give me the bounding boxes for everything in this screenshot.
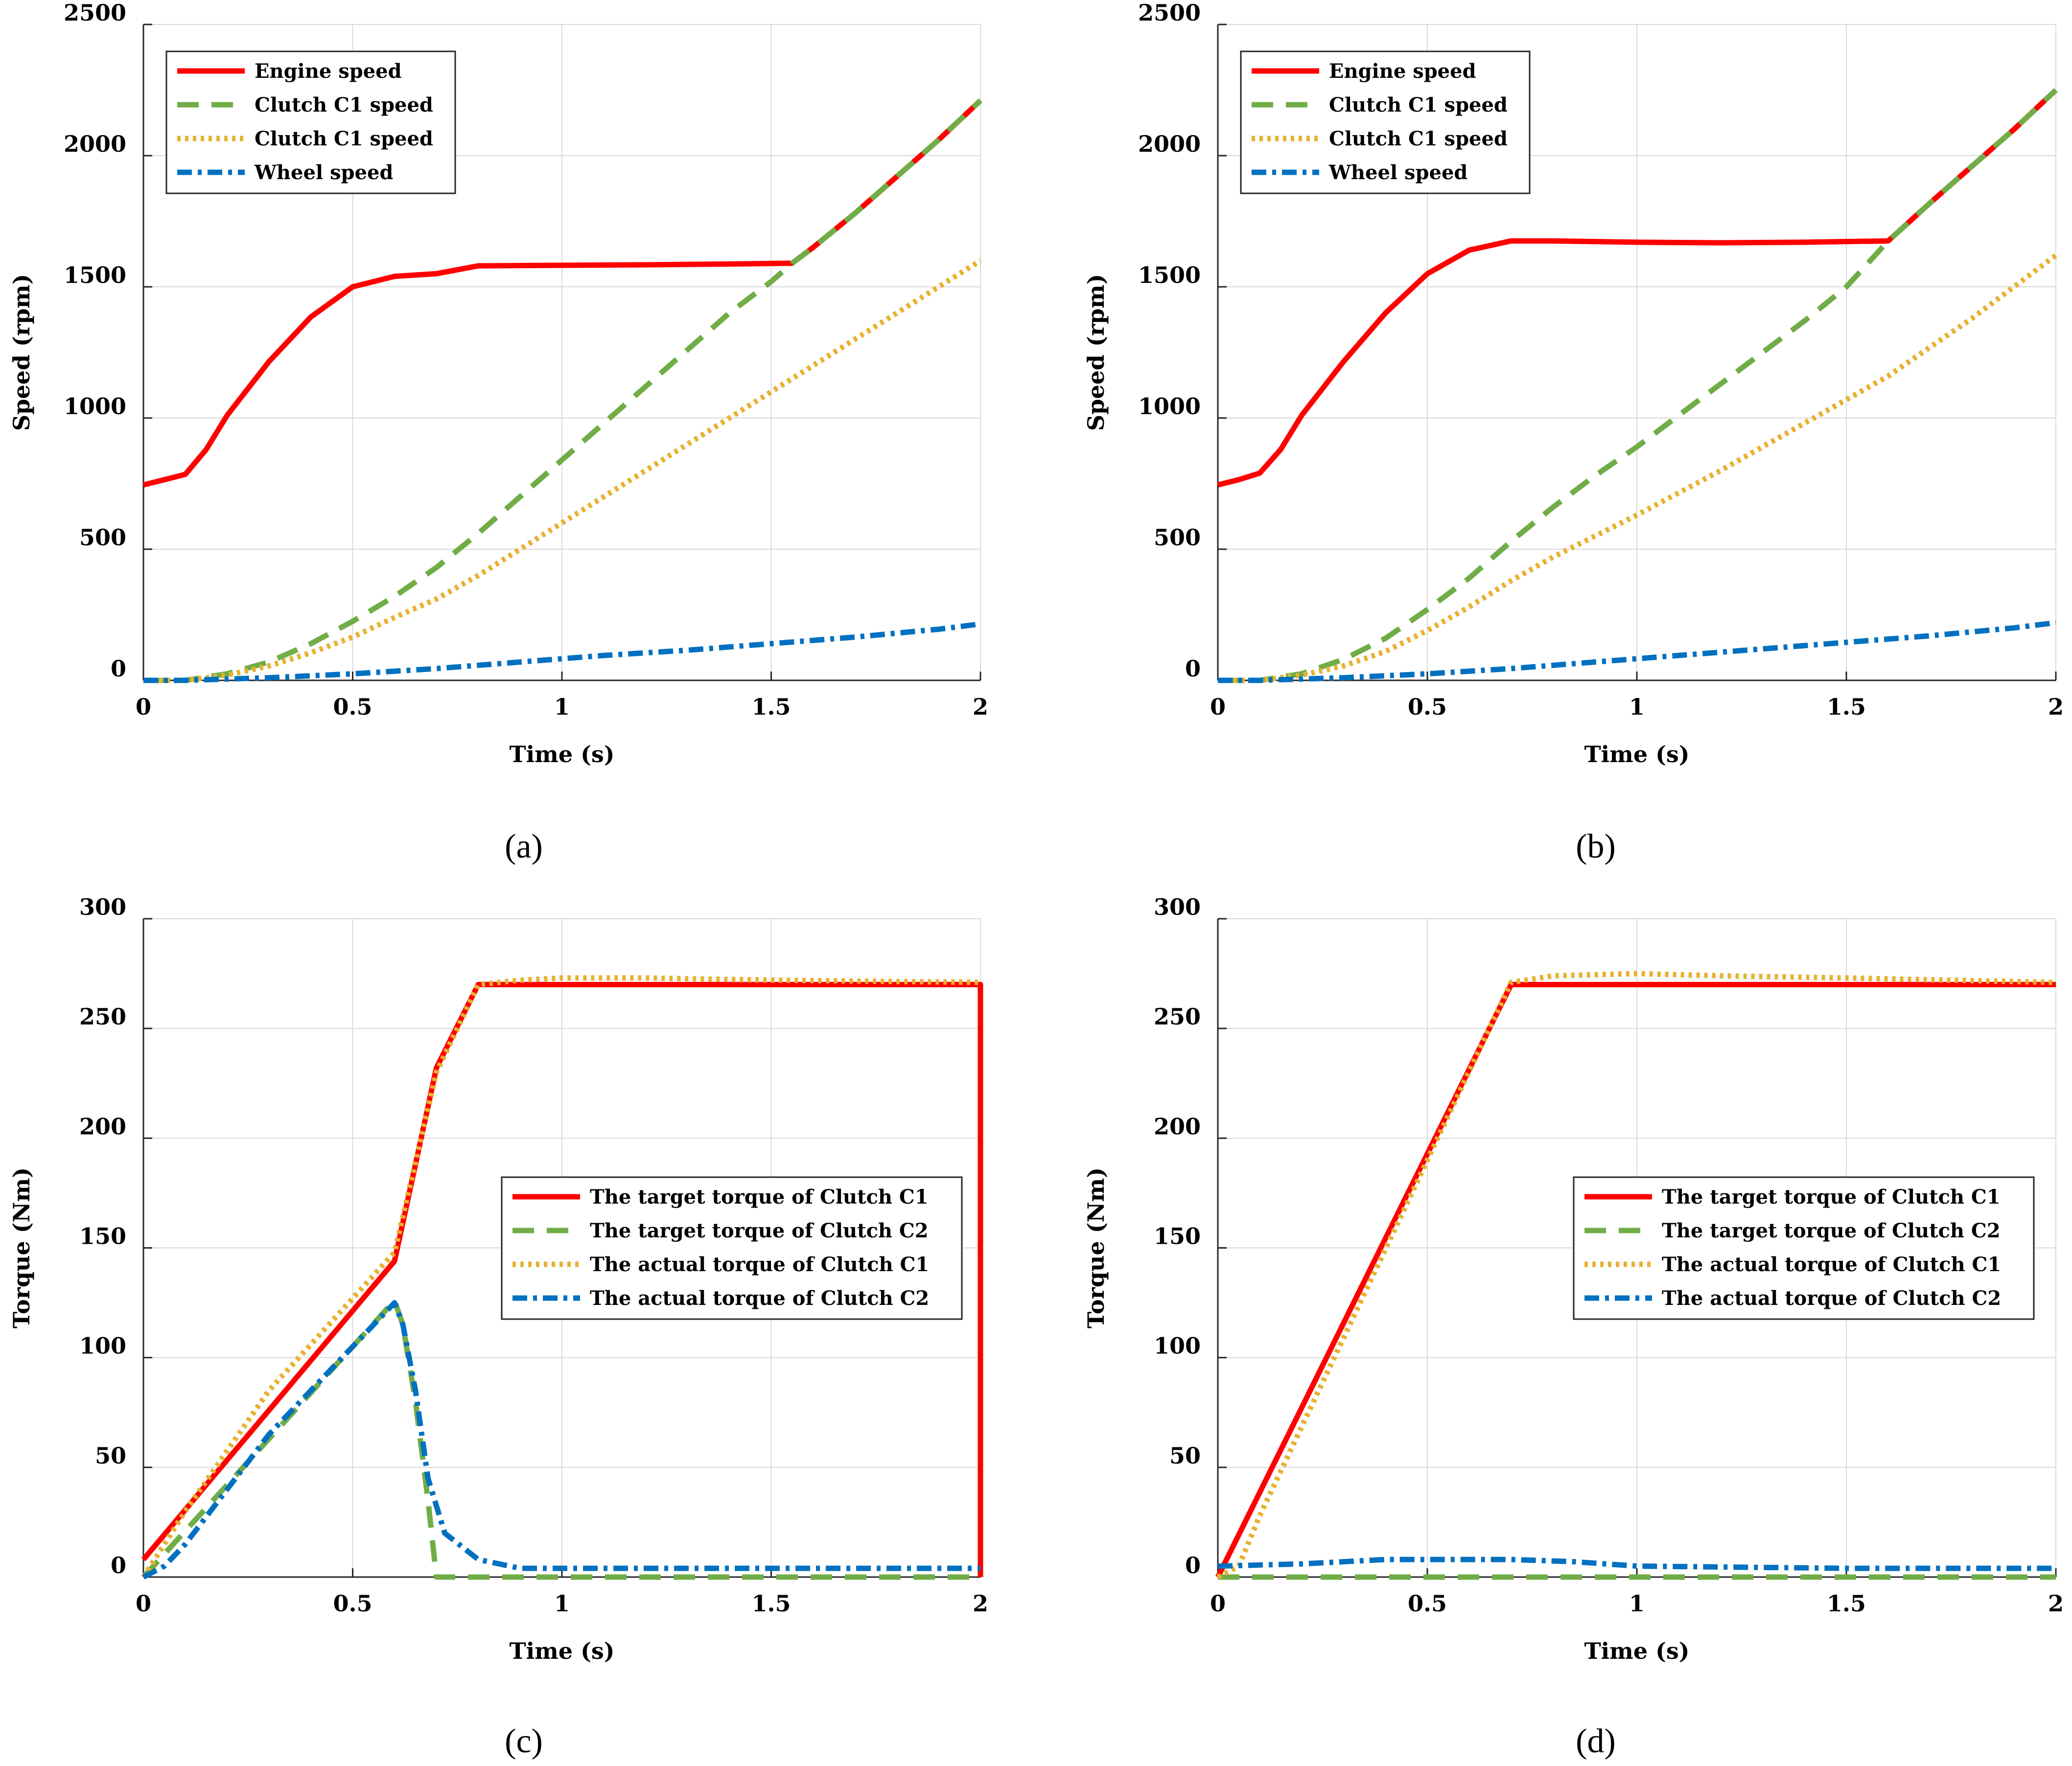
y-axis-title: Speed (rpm) <box>8 274 35 431</box>
y-tick-label: 500 <box>1154 524 1201 551</box>
legend-entry-label: Wheel speed <box>1328 161 1467 184</box>
y-axis-title: Torque (Nm) <box>1083 1167 1109 1328</box>
panel-label: (b) <box>1576 828 1616 865</box>
y-tick-label: 0 <box>111 655 126 682</box>
x-tick-label: 2 <box>973 694 988 720</box>
y-tick-label: 2000 <box>64 131 126 157</box>
legend-entry-label: Wheel speed <box>254 161 393 184</box>
y-tick-label: 0 <box>1185 655 1201 682</box>
x-tick-label: 0 <box>136 1590 151 1617</box>
y-tick-label: 2000 <box>1138 131 1201 157</box>
series-line-4 <box>143 621 981 683</box>
legend: The target torque of Clutch C1 The target… <box>501 1176 963 1320</box>
y-tick-label: 50 <box>95 1442 126 1469</box>
x-tick-label: 0 <box>1210 694 1226 720</box>
legend-entry-label: The actual torque of Clutch C1 <box>590 1253 929 1276</box>
legend-entry-label: Engine speed <box>1329 60 1476 83</box>
chart-panel-a: 0 0.5 1 1.5 2 0 500 1000 1500 2000 2500 Time (s) Spe… <box>8 0 988 865</box>
y-tick-label: 2500 <box>1138 0 1201 26</box>
legend-entry-label: Engine speed <box>255 60 402 83</box>
x-tick-label: 1.5 <box>1827 694 1866 720</box>
legend-entry-label: The target torque of Clutch C1 <box>1662 1185 2001 1208</box>
y-axis-title: Speed (rpm) <box>1083 274 1109 431</box>
series-line-1 <box>1215 982 2056 1579</box>
chart-panel-d: 0 0.5 1 1.5 2 0 50 100 150 200 250 300 Time (s) Torqu… <box>1083 894 2064 1760</box>
y-tick-label: 1000 <box>1138 393 1201 419</box>
x-tick-label: 0.5 <box>1408 694 1447 720</box>
x-tick-label: 0.5 <box>333 1590 372 1617</box>
x-tick-label: 1.5 <box>751 1590 791 1617</box>
y-tick-label: 200 <box>1154 1113 1201 1139</box>
panel-label: (d) <box>1576 1722 1616 1760</box>
x-axis-title: Time (s) <box>509 741 614 767</box>
y-tick-label: 200 <box>79 1113 126 1139</box>
x-tick-label: 1.5 <box>1827 1590 1866 1617</box>
series-line-3 <box>143 258 982 683</box>
x-tick-label: 2 <box>973 1590 988 1617</box>
y-tick-label: 1500 <box>64 262 126 288</box>
series-line-4 <box>142 1300 980 1580</box>
legend-entry-label: The target torque of Clutch C1 <box>590 1185 929 1208</box>
legend-entry-label: Clutch C1 speed <box>1329 93 1508 116</box>
x-axis-title: Time (s) <box>1584 741 1689 767</box>
series-line-2 <box>141 1298 980 1580</box>
y-tick-label: 300 <box>1154 894 1201 920</box>
x-tick-label: 1 <box>1629 1590 1645 1617</box>
x-axis-title: Time (s) <box>509 1638 614 1664</box>
legend-entry-label: Clutch C1 speed <box>1329 127 1508 150</box>
x-tick-label: 1 <box>554 1590 570 1617</box>
legend-entry-label: Clutch C1 speed <box>255 127 433 150</box>
series-line-2 <box>1218 88 2058 683</box>
y-axis-title: Torque (Nm) <box>8 1167 35 1328</box>
legend-entry-label: Clutch C1 speed <box>255 93 433 116</box>
legend-entry-label: The actual torque of Clutch C2 <box>1662 1287 2001 1310</box>
y-tick-label: 100 <box>79 1333 126 1359</box>
y-tick-label: 0 <box>1185 1552 1201 1579</box>
legend-entry-label: The target torque of Clutch C2 <box>590 1219 929 1242</box>
y-tick-label: 1000 <box>64 393 126 419</box>
x-tick-label: 0.5 <box>333 694 372 720</box>
x-axis-title: Time (s) <box>1584 1638 1689 1664</box>
chart-panel-b: 0 0.5 1 1.5 2 0 500 1000 1500 2000 2500 Time (s) Spe… <box>1083 0 2064 865</box>
x-tick-label: 1.5 <box>751 694 791 720</box>
y-tick-label: 150 <box>1154 1223 1201 1250</box>
y-tick-label: 250 <box>1154 1003 1201 1030</box>
x-tick-label: 1 <box>554 694 570 720</box>
legend-entry-label: The actual torque of Clutch C1 <box>1662 1253 2001 1276</box>
y-tick-label: 2500 <box>64 0 126 26</box>
x-tick-label: 0.5 <box>1408 1590 1447 1617</box>
chart-panel-c: 0 0.5 1 1.5 2 0 50 100 150 200 250 300 Time (s) Torqu… <box>8 894 988 1760</box>
series-line-3 <box>141 975 981 1579</box>
series-line-4 <box>1218 620 2056 683</box>
y-tick-label: 250 <box>79 1003 126 1030</box>
y-tick-label: 50 <box>1169 1442 1201 1469</box>
y-tick-label: 150 <box>79 1223 126 1250</box>
y-tick-label: 1500 <box>1138 262 1201 288</box>
x-tick-label: 2 <box>2048 694 2064 720</box>
x-tick-label: 0 <box>1210 1590 1226 1617</box>
legend-entry-label: The target torque of Clutch C2 <box>1662 1219 2001 1242</box>
y-tick-label: 500 <box>79 524 126 551</box>
series-line-3 <box>1218 253 2058 683</box>
y-tick-label: 300 <box>79 894 126 920</box>
series-line-3 <box>1216 971 2056 1580</box>
legend: The target torque of Clutch C1 The target… <box>1573 1176 2035 1320</box>
legend: Engine speed Clutch C1 speed Clutch C1 spe… <box>1240 50 1531 194</box>
x-tick-label: 1 <box>1629 694 1645 720</box>
series-line-4 <box>1217 1557 2056 1571</box>
y-tick-label: 100 <box>1154 1333 1201 1359</box>
x-tick-label: 2 <box>2048 1590 2064 1617</box>
y-tick-label: 0 <box>111 1552 126 1579</box>
panel-label: (c) <box>505 1722 543 1760</box>
panel-label: (a) <box>505 828 543 865</box>
x-tick-label: 0 <box>136 694 151 720</box>
legend: Engine speed Clutch C1 speed Clutch C1 spe… <box>165 50 456 194</box>
series-line-2 <box>143 98 982 683</box>
legend-entry-label: The actual torque of Clutch C2 <box>590 1287 929 1310</box>
